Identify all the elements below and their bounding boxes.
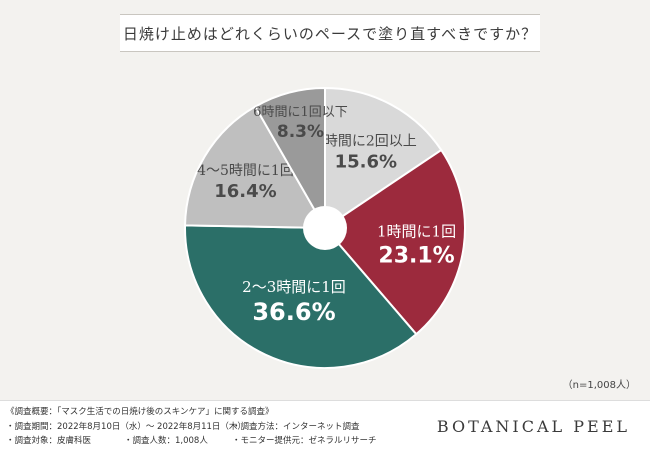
survey-method: ・調査方法：インターネット調査 xyxy=(232,422,360,432)
survey-count: ・調査人数：1,008人 xyxy=(124,436,208,446)
survey-footer: 《調査概要：「マスク生活での日焼け後のスキンケア」に関する調査》 ・調査期間：2… xyxy=(0,400,650,451)
survey-provider: ・モニター提供元：ゼネラルリサーチ xyxy=(232,436,377,446)
chart-title: 日焼け止めはどれくらいのペースで塗り直すべきですか？ xyxy=(120,14,540,52)
pie-slice xyxy=(323,148,466,336)
survey-target: ・調査対象：皮膚科医 xyxy=(6,436,92,446)
slice-category-label: 4～5時間に1回 xyxy=(197,163,294,179)
slice-category-label: 1時間に1回 xyxy=(377,222,456,240)
brand-logo: BOTANICAL PEEL xyxy=(436,417,630,436)
slice-value-label: 8.3% xyxy=(277,122,324,142)
slice-value-label: 23.1% xyxy=(378,243,454,268)
pie-center-hole xyxy=(303,206,347,250)
slice-value-label: 15.6% xyxy=(335,151,397,172)
slice-value-label: 36.6% xyxy=(252,298,335,326)
pie-slice xyxy=(184,105,327,230)
survey-title: 《調査概要：「マスク生活での日焼け後のスキンケア」に関する調査》 xyxy=(6,407,274,417)
slice-category-label: 2～3時間に1回 xyxy=(242,278,346,296)
slice-value-label: 16.4% xyxy=(214,181,276,202)
pie-slice xyxy=(324,86,443,230)
sample-size-note: （n=1,008人） xyxy=(562,380,636,391)
pie-slice xyxy=(253,86,326,232)
pie-slice xyxy=(184,224,418,369)
survey-period: ・調査期間：2022年8月10日（水）～ 2022年8月11日（木） xyxy=(6,422,246,432)
slice-category-label: 6時間に1回以下 xyxy=(253,105,348,120)
slice-category-label: 1時間に2回以上 xyxy=(315,133,417,149)
